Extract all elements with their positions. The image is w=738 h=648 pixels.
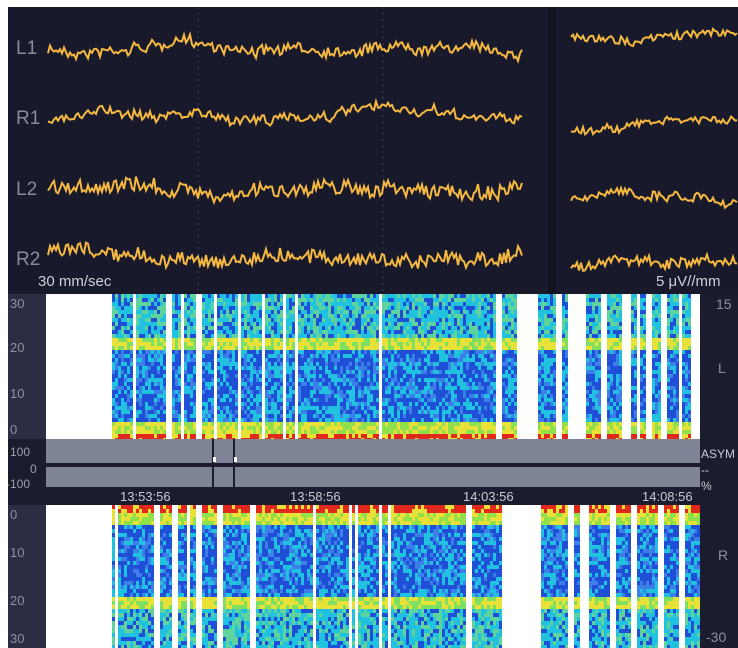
dsa-right-side-bottom-value: -30	[706, 629, 727, 645]
channel-label-l1: L1	[16, 38, 38, 59]
dsa-left-tick-0: 0	[10, 422, 18, 437]
timeline-time-3: 14:03:56	[463, 489, 514, 504]
asym-bar-lower	[46, 467, 700, 487]
eeg-trace-r1	[570, 115, 738, 137]
asym-bar-upper	[46, 439, 700, 463]
asym-value: --	[701, 463, 709, 477]
asym-markers	[212, 439, 237, 487]
eeg-trace-r1	[47, 97, 523, 128]
dsa-left-tick-10: 10	[10, 386, 25, 401]
dsa-right-tick-0: 0	[10, 507, 18, 522]
monitor-screen: L1 R1 L2 R2 30 mm/sec 5 μV//mm 30 20 10 …	[8, 7, 738, 648]
timeline-time-4: 14:08:56	[642, 489, 693, 504]
channel-label-r2: R2	[16, 249, 41, 270]
sensitivity-label[interactable]: 5 μV//mm	[656, 273, 721, 290]
asym-tick-100: 100	[10, 445, 31, 459]
dsa-right-tick-10: 10	[10, 545, 25, 560]
dsa-left-side-column	[700, 294, 738, 439]
timeline-time-1: 13:53:56	[120, 489, 171, 504]
eeg-waveform-area: L1 R1 L2 R2 30 mm/sec 5 μV//mm	[8, 7, 738, 294]
channel-label-l2: L2	[16, 179, 38, 200]
eeg-trace-r2	[47, 241, 523, 271]
asym-unit: %	[701, 479, 712, 493]
eeg-history-pane: 5 μV//mm	[556, 7, 738, 294]
eeg-traces-history	[570, 27, 738, 272]
dsa-left-hemisphere: 30 20 10 0 15 L	[8, 294, 738, 439]
eeg-trace-l2	[47, 176, 523, 206]
dsa-right-hemisphere-label: R	[718, 547, 729, 563]
dsa-left-spectrogram[interactable]	[46, 294, 700, 439]
eeg-trace-l1	[47, 31, 523, 64]
sweep-gap	[548, 7, 556, 294]
dsa-right-side-column	[700, 505, 738, 648]
dsa-right-tick-30: 30	[10, 631, 25, 646]
channel-label-r1: R1	[16, 108, 41, 129]
dsa-left-y-axis: 30 20 10 0	[8, 294, 46, 439]
asymmetry-band: 100 0 -100 ASYM -- % 13:53:56 13:58:56 1…	[8, 439, 738, 505]
asym-label: ASYM	[701, 447, 736, 461]
asym-tick-minus-100: -100	[8, 477, 31, 491]
eeg-trace-l2	[570, 185, 738, 210]
eeg-trace-r2	[570, 251, 738, 272]
dsa-left-tick-20: 20	[10, 340, 25, 355]
dsa-right-y-axis: 0 10 20 30	[8, 505, 46, 648]
asym-tick-0: 0	[30, 462, 37, 476]
eeg-traces-live	[47, 7, 523, 294]
dsa-left-hemisphere-label: L	[718, 360, 726, 376]
dsa-left-side-top-value: 15	[716, 296, 732, 312]
eeg-live-pane: L1 R1 L2 R2 30 mm/sec	[8, 7, 548, 294]
timeline-time-2: 13:58:56	[290, 489, 341, 504]
eeg-trace-l1	[570, 27, 738, 48]
dsa-right-tick-20: 20	[10, 593, 25, 608]
sweep-speed-label[interactable]: 30 mm/sec	[38, 273, 112, 290]
dsa-right-hemisphere: 0 10 20 30 R -30	[8, 505, 738, 648]
dsa-right-spectrogram[interactable]	[46, 505, 700, 648]
dsa-left-tick-30: 30	[10, 296, 25, 311]
